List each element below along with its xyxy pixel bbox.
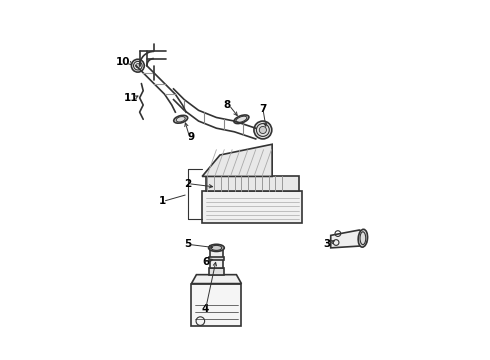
Text: 10: 10 [116, 57, 131, 67]
Text: 11: 11 [123, 93, 138, 103]
Polygon shape [210, 248, 223, 267]
Text: 4: 4 [202, 303, 209, 314]
Text: 8: 8 [223, 100, 231, 110]
Ellipse shape [131, 59, 144, 72]
Text: 1: 1 [159, 197, 167, 206]
Ellipse shape [358, 229, 368, 247]
Polygon shape [331, 230, 367, 248]
Polygon shape [206, 176, 298, 191]
Ellipse shape [209, 244, 224, 251]
Ellipse shape [136, 64, 140, 68]
Polygon shape [202, 144, 272, 176]
Text: 9: 9 [188, 132, 195, 142]
Polygon shape [209, 267, 223, 275]
Text: 2: 2 [184, 179, 192, 189]
Ellipse shape [259, 126, 267, 134]
Ellipse shape [254, 121, 272, 139]
Text: 3: 3 [323, 239, 331, 249]
Text: 5: 5 [184, 239, 192, 249]
Ellipse shape [174, 115, 188, 123]
Text: 6: 6 [202, 257, 209, 267]
Polygon shape [209, 257, 224, 260]
Polygon shape [192, 284, 242, 327]
Polygon shape [192, 275, 242, 284]
Polygon shape [202, 191, 302, 223]
Ellipse shape [234, 115, 249, 123]
Text: 7: 7 [259, 104, 267, 113]
